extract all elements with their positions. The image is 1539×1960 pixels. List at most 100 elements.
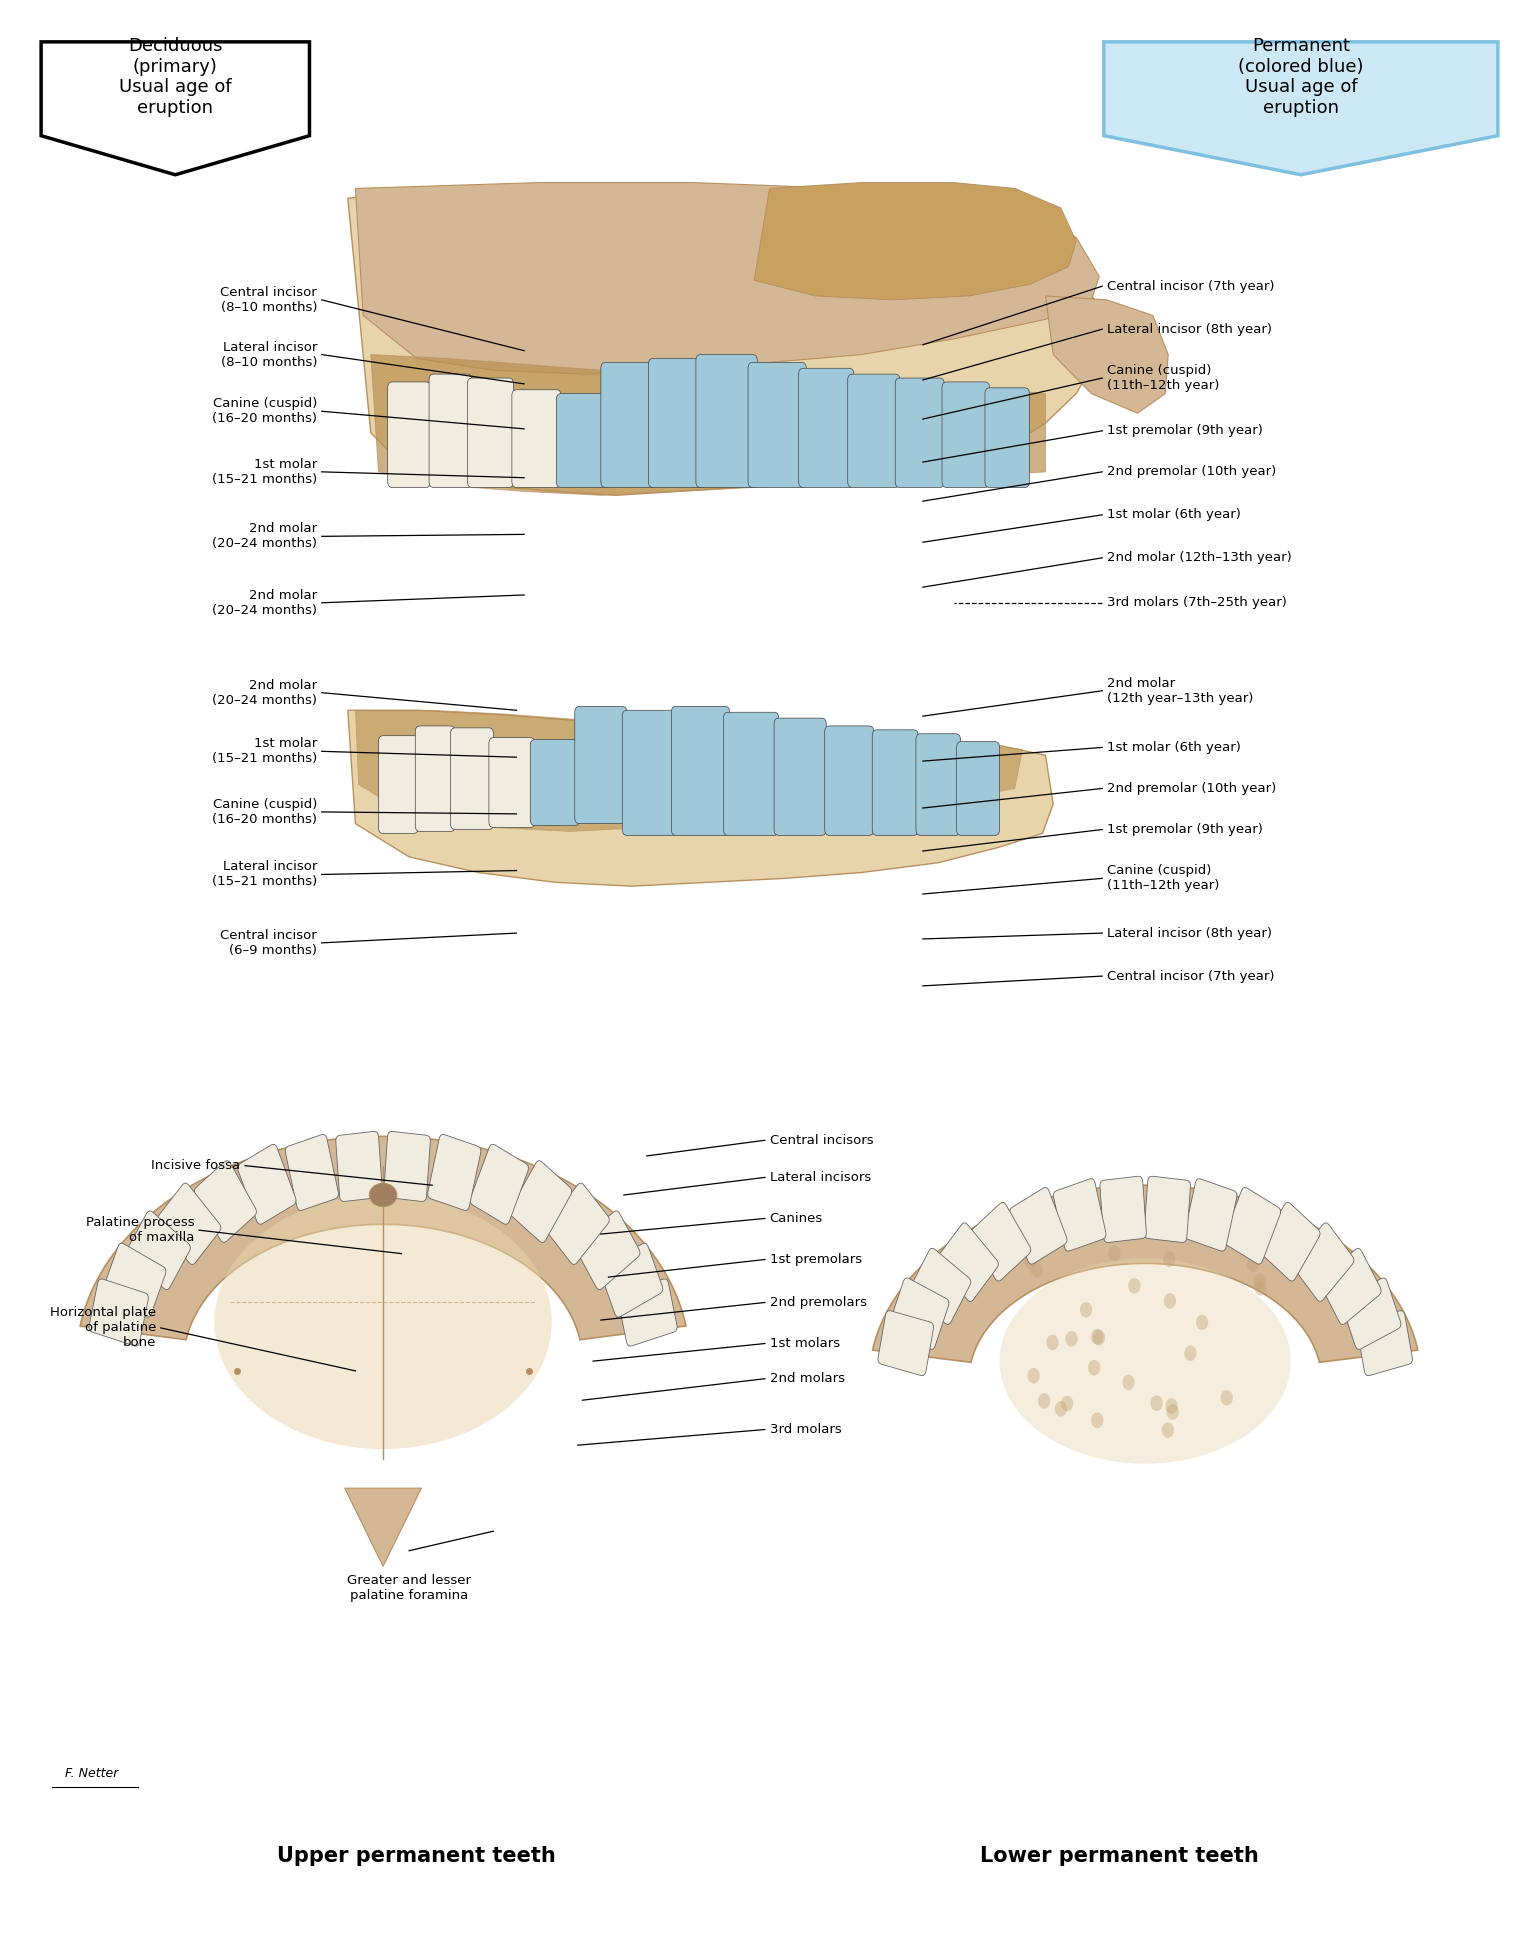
Circle shape — [1033, 1247, 1045, 1262]
Circle shape — [1047, 1335, 1059, 1350]
Circle shape — [1091, 1329, 1103, 1345]
Polygon shape — [348, 710, 1053, 886]
Text: Lateral incisor (8th year): Lateral incisor (8th year) — [1107, 927, 1271, 939]
FancyBboxPatch shape — [1357, 1311, 1413, 1376]
Circle shape — [1162, 1423, 1174, 1439]
Text: Canine (cuspid)
(11th–12th year): Canine (cuspid) (11th–12th year) — [1107, 365, 1219, 392]
Circle shape — [1093, 1329, 1105, 1345]
Text: 1st molar (6th year): 1st molar (6th year) — [1107, 741, 1240, 755]
FancyBboxPatch shape — [545, 1184, 609, 1264]
FancyBboxPatch shape — [103, 1243, 166, 1317]
Circle shape — [1022, 1243, 1034, 1258]
Text: 2nd molars: 2nd molars — [770, 1372, 845, 1386]
FancyBboxPatch shape — [489, 737, 536, 827]
FancyBboxPatch shape — [157, 1184, 222, 1264]
Polygon shape — [345, 1488, 422, 1566]
Text: Lower permanent teeth: Lower permanent teeth — [980, 1846, 1259, 1866]
Circle shape — [1054, 1401, 1067, 1417]
Circle shape — [1253, 1274, 1265, 1290]
Polygon shape — [371, 355, 1045, 496]
Polygon shape — [80, 1137, 686, 1341]
Text: Lateral incisor (8th year): Lateral incisor (8th year) — [1107, 323, 1271, 335]
FancyBboxPatch shape — [1224, 1188, 1280, 1264]
Text: Deciduous
(primary)
Usual age of
eruption: Deciduous (primary) Usual age of eruptio… — [119, 37, 231, 118]
FancyBboxPatch shape — [89, 1280, 148, 1347]
Ellipse shape — [214, 1196, 553, 1448]
FancyBboxPatch shape — [848, 374, 900, 488]
FancyBboxPatch shape — [671, 706, 729, 835]
Polygon shape — [1103, 41, 1497, 174]
Circle shape — [1163, 1294, 1176, 1309]
Circle shape — [1108, 1247, 1120, 1262]
FancyBboxPatch shape — [336, 1131, 382, 1201]
FancyBboxPatch shape — [557, 394, 608, 488]
Text: 1st molar
(15–21 months): 1st molar (15–21 months) — [212, 459, 317, 486]
Text: 1st premolar (9th year): 1st premolar (9th year) — [1107, 423, 1262, 437]
Circle shape — [1060, 1396, 1073, 1411]
Text: 1st molars: 1st molars — [770, 1337, 840, 1350]
Text: 2nd molar
(20–24 months): 2nd molar (20–24 months) — [212, 588, 317, 617]
FancyBboxPatch shape — [237, 1145, 295, 1225]
FancyBboxPatch shape — [451, 727, 494, 829]
Polygon shape — [754, 182, 1076, 300]
FancyBboxPatch shape — [825, 725, 874, 835]
FancyBboxPatch shape — [799, 368, 854, 488]
Circle shape — [1122, 1374, 1134, 1390]
FancyBboxPatch shape — [696, 355, 757, 488]
Text: 1st premolars: 1st premolars — [770, 1252, 862, 1266]
Text: 2nd molar (12th–13th year): 2nd molar (12th–13th year) — [1107, 551, 1291, 564]
Ellipse shape — [369, 1184, 397, 1207]
Ellipse shape — [999, 1258, 1291, 1464]
Circle shape — [1128, 1278, 1140, 1294]
Polygon shape — [873, 1186, 1417, 1362]
Text: 1st molar (6th year): 1st molar (6th year) — [1107, 508, 1240, 521]
FancyBboxPatch shape — [383, 1131, 431, 1201]
Circle shape — [1088, 1360, 1100, 1376]
Circle shape — [1196, 1315, 1208, 1331]
Text: Canine (cuspid)
(16–20 months): Canine (cuspid) (16–20 months) — [212, 398, 317, 425]
Circle shape — [1254, 1280, 1267, 1296]
FancyBboxPatch shape — [942, 382, 990, 488]
FancyBboxPatch shape — [1100, 1176, 1147, 1243]
Text: 2nd molar
(20–24 months): 2nd molar (20–24 months) — [212, 523, 317, 551]
FancyBboxPatch shape — [617, 1280, 677, 1347]
FancyBboxPatch shape — [970, 1201, 1031, 1282]
Text: Permanent
(colored blue)
Usual age of
eruption: Permanent (colored blue) Usual age of er… — [1237, 37, 1364, 118]
Text: 2nd premolars: 2nd premolars — [770, 1296, 866, 1309]
Text: Lateral incisor
(8–10 months): Lateral incisor (8–10 months) — [220, 341, 317, 368]
FancyBboxPatch shape — [194, 1160, 257, 1243]
FancyBboxPatch shape — [648, 359, 706, 488]
FancyBboxPatch shape — [531, 739, 579, 825]
Text: Lateral incisor
(15–21 months): Lateral incisor (15–21 months) — [212, 860, 317, 888]
Text: 2nd molar
(20–24 months): 2nd molar (20–24 months) — [212, 678, 317, 708]
Circle shape — [1091, 1413, 1103, 1429]
Circle shape — [1165, 1397, 1177, 1413]
Polygon shape — [1045, 296, 1168, 414]
Text: Canines: Canines — [770, 1211, 823, 1225]
FancyBboxPatch shape — [428, 1135, 480, 1211]
Text: Horizontal plate
of palatine
bone: Horizontal plate of palatine bone — [49, 1307, 155, 1348]
Text: Central incisor (7th year): Central incisor (7th year) — [1107, 280, 1274, 292]
Text: Canine (cuspid)
(16–20 months): Canine (cuspid) (16–20 months) — [212, 798, 317, 825]
FancyBboxPatch shape — [985, 388, 1030, 488]
Polygon shape — [348, 188, 1107, 496]
FancyBboxPatch shape — [126, 1211, 191, 1290]
FancyBboxPatch shape — [429, 374, 472, 488]
Polygon shape — [356, 710, 1022, 831]
Text: Lateral incisors: Lateral incisors — [770, 1170, 871, 1184]
Text: 3rd molars (7th–25th year): 3rd molars (7th–25th year) — [1107, 596, 1287, 610]
Circle shape — [1167, 1403, 1179, 1419]
FancyBboxPatch shape — [512, 390, 560, 488]
Text: Upper permanent teeth: Upper permanent teeth — [277, 1846, 556, 1866]
FancyBboxPatch shape — [285, 1135, 339, 1211]
FancyBboxPatch shape — [916, 733, 960, 835]
FancyBboxPatch shape — [388, 382, 431, 488]
FancyBboxPatch shape — [1010, 1188, 1067, 1264]
Circle shape — [1185, 1345, 1196, 1360]
FancyBboxPatch shape — [1185, 1178, 1237, 1250]
FancyBboxPatch shape — [468, 378, 514, 488]
FancyBboxPatch shape — [957, 741, 999, 835]
FancyBboxPatch shape — [890, 1278, 950, 1348]
Circle shape — [1220, 1390, 1233, 1405]
Circle shape — [1151, 1396, 1163, 1411]
